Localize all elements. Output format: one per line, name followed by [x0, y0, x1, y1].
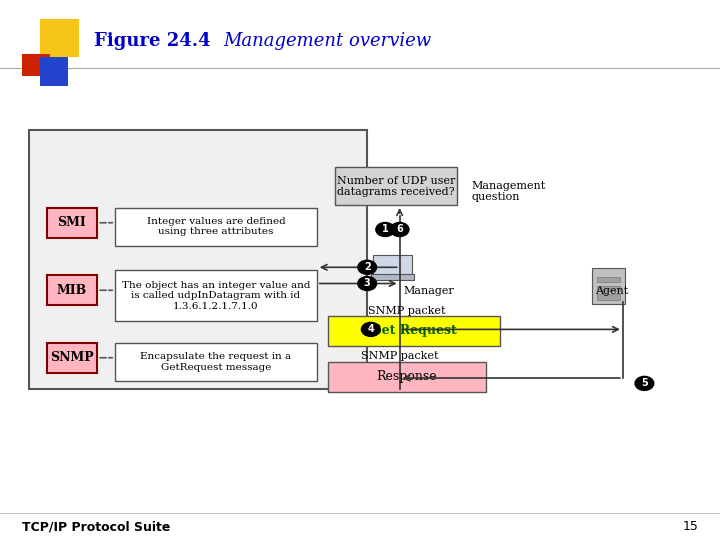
- FancyBboxPatch shape: [597, 294, 620, 300]
- FancyBboxPatch shape: [47, 275, 97, 305]
- Text: Response: Response: [377, 370, 437, 383]
- Text: Agent: Agent: [595, 286, 629, 296]
- Circle shape: [358, 276, 377, 291]
- Text: 3: 3: [364, 279, 371, 288]
- FancyBboxPatch shape: [29, 130, 367, 389]
- Circle shape: [376, 222, 395, 237]
- Text: Get Request: Get Request: [371, 324, 457, 338]
- Text: 4: 4: [367, 325, 374, 334]
- Text: Figure 24.4: Figure 24.4: [94, 31, 210, 50]
- Text: 6: 6: [396, 225, 403, 234]
- FancyBboxPatch shape: [115, 208, 317, 246]
- FancyBboxPatch shape: [592, 268, 625, 304]
- Text: 2: 2: [364, 262, 371, 272]
- Text: MIB: MIB: [57, 284, 87, 297]
- FancyBboxPatch shape: [40, 57, 68, 86]
- Text: SNMP: SNMP: [50, 351, 94, 364]
- Text: SMI: SMI: [58, 216, 86, 229]
- FancyBboxPatch shape: [335, 167, 457, 205]
- Text: Encapsulate the request in a
GetRequest message: Encapsulate the request in a GetRequest …: [140, 352, 292, 372]
- Circle shape: [358, 260, 377, 274]
- Text: SNMP packet: SNMP packet: [361, 352, 438, 361]
- FancyBboxPatch shape: [597, 277, 620, 282]
- Circle shape: [361, 322, 380, 336]
- Text: Number of UDP user
datagrams received?: Number of UDP user datagrams received?: [337, 176, 455, 197]
- FancyBboxPatch shape: [115, 270, 317, 321]
- Text: TCP/IP Protocol Suite: TCP/IP Protocol Suite: [22, 520, 170, 533]
- Text: Management overview: Management overview: [223, 31, 431, 50]
- FancyBboxPatch shape: [597, 286, 620, 291]
- Circle shape: [390, 222, 409, 237]
- Text: SNMP packet: SNMP packet: [368, 306, 446, 315]
- Text: Manager: Manager: [403, 286, 454, 296]
- Text: Management
question: Management question: [472, 181, 546, 202]
- Text: 15: 15: [683, 520, 698, 533]
- Text: Integer values are defined
using three attributes: Integer values are defined using three a…: [147, 217, 285, 237]
- FancyBboxPatch shape: [47, 208, 97, 238]
- FancyBboxPatch shape: [40, 19, 79, 57]
- FancyBboxPatch shape: [47, 343, 97, 373]
- FancyBboxPatch shape: [22, 54, 50, 76]
- FancyBboxPatch shape: [328, 316, 500, 346]
- FancyBboxPatch shape: [371, 274, 414, 280]
- Text: 1: 1: [382, 225, 389, 234]
- Text: 5: 5: [641, 379, 648, 388]
- FancyBboxPatch shape: [373, 255, 412, 276]
- Circle shape: [635, 376, 654, 390]
- Text: The object has an integer value and
is called udpInDatagram with id
1.3.6.1.2.1.: The object has an integer value and is c…: [122, 281, 310, 310]
- FancyBboxPatch shape: [328, 362, 486, 392]
- FancyBboxPatch shape: [115, 343, 317, 381]
